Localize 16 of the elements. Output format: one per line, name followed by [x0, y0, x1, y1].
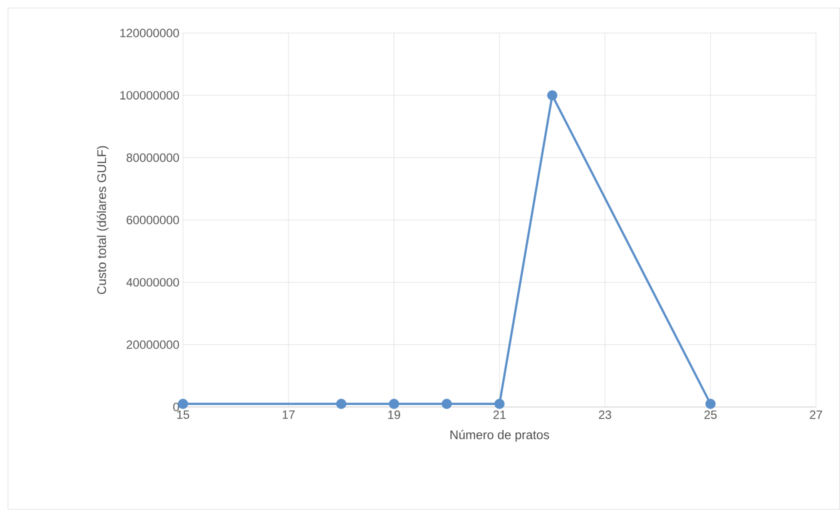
x-tick-label: 19	[388, 410, 400, 420]
x-tick-label: 17	[282, 410, 295, 419]
y-tick-label: 60000000	[126, 216, 179, 224]
y-tick-label: 0	[173, 402, 180, 412]
y-tick-label: 80000000	[126, 153, 179, 162]
x-tick-label: 21	[493, 410, 506, 419]
x-axis-title: Número de pratos	[450, 430, 550, 442]
y-axis-title: Custo total (dólares GULF)	[96, 146, 109, 294]
x-tick-label: 23	[598, 410, 612, 420]
x-tick-label: 25	[704, 410, 717, 420]
x-tick-label: 15	[177, 410, 190, 419]
y-tick-label: 120000000	[120, 28, 179, 38]
x-tick-label: 27	[810, 410, 822, 419]
y-tick-label: 100000000	[120, 91, 179, 100]
y-tick-label: 40000000	[126, 278, 179, 287]
y-tick-label: 20000000	[126, 340, 179, 349]
